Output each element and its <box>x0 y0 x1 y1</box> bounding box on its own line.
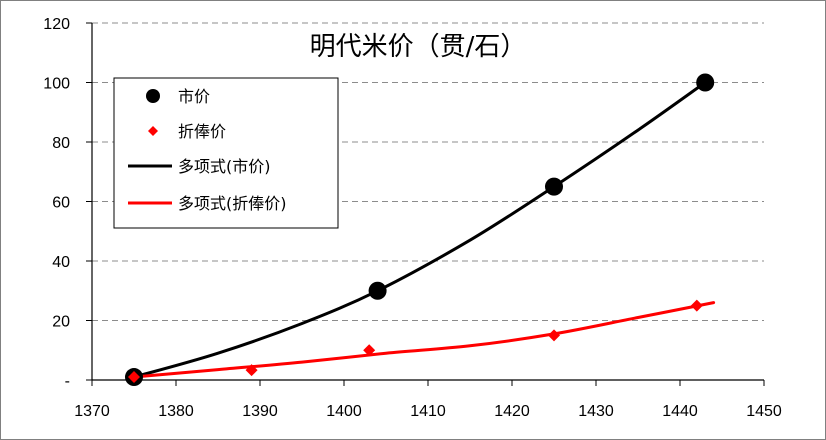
y-tick-label: 60 <box>52 195 70 212</box>
salary-price-point <box>128 371 140 384</box>
legend-label: 折俸价 <box>178 122 226 141</box>
x-tick-label: 1430 <box>578 403 614 420</box>
trendline-series <box>132 301 716 379</box>
trendlines <box>132 81 716 379</box>
y-axis-ticks: - 20 40 60 80 100 120 <box>43 16 92 390</box>
legend-circle-marker <box>146 89 160 103</box>
x-tick-label: 1410 <box>410 403 446 420</box>
x-tick-label: 1400 <box>326 403 362 420</box>
x-tick-label: 1390 <box>242 403 278 420</box>
market-price-point <box>696 73 715 92</box>
legend-label: 多项式(折俸价) <box>178 194 287 213</box>
x-tick-label: 1440 <box>662 403 698 420</box>
y-tick-label: 100 <box>43 76 70 93</box>
x-axis-ticks: 1370 1380 1390 1400 1410 1420 1430 1440 1450 <box>74 380 782 420</box>
chart-title: 明代米价（贯/石） <box>310 32 527 62</box>
salary-price-point <box>548 329 560 342</box>
x-tick-label: 1380 <box>158 403 194 420</box>
legend-label: 市价 <box>178 87 210 106</box>
market-price-point <box>368 281 387 300</box>
salary-price-point <box>363 344 376 357</box>
x-tick-label: 1450 <box>746 403 782 420</box>
salary-price-point <box>690 299 703 312</box>
x-tick-label: 1420 <box>494 403 530 420</box>
salary-price-point <box>245 364 258 377</box>
y-tick-label: 20 <box>52 314 70 331</box>
x-tick-label: 1370 <box>74 403 110 420</box>
legend-diamond-marker <box>148 126 158 136</box>
data-points <box>125 73 715 387</box>
trendline-series <box>132 81 707 379</box>
y-tick-label: 40 <box>52 254 70 271</box>
y-tick-label: 120 <box>43 16 70 33</box>
market-price-point <box>545 177 563 196</box>
legend-label: 多项式(市价) <box>178 157 271 176</box>
y-tick-label: 80 <box>52 135 70 152</box>
y-tick-label: - <box>65 373 70 390</box>
